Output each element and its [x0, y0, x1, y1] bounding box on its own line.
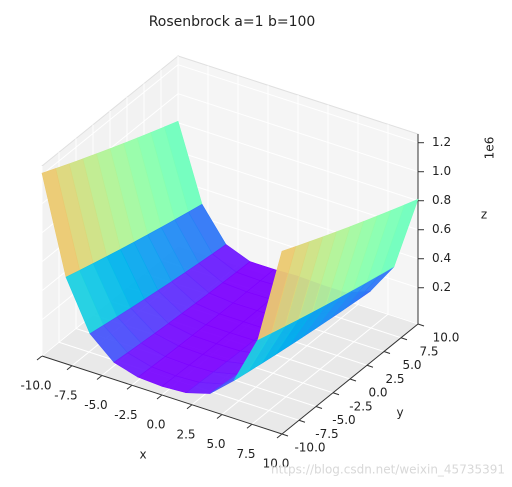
z-offset-label: 1e6	[483, 137, 497, 160]
y-axis-line	[281, 323, 419, 435]
y-tick-label: 0.0	[368, 386, 387, 400]
z-grid-line	[177, 64, 419, 144]
y-tick-label: 7.5	[419, 344, 438, 358]
x-tick-label: -10.0	[20, 379, 51, 393]
y-tick-label: -10.0	[294, 441, 325, 455]
x-tick-mark	[96, 375, 103, 380]
watermark: https://blog.csdn.net/weixin_45735391	[271, 463, 505, 477]
y-tick-label: 5.0	[402, 358, 421, 372]
x-tick-label: 0.0	[146, 418, 165, 432]
y-tick-mark	[281, 433, 289, 437]
x-tick-mark	[156, 394, 163, 400]
z-axis-label: z	[481, 208, 487, 222]
y-tick-label: -2.5	[349, 399, 372, 413]
y-tick-mark	[298, 419, 306, 423]
x-tick-label: 5.0	[206, 437, 225, 451]
y-tick-label: 10.0	[433, 331, 460, 345]
z-grid-line	[177, 93, 419, 173]
plot: -10.0-7.5-5.0-2.50.02.55.07.510.0-10.0-7…	[20, 54, 460, 471]
x-tick-label: 10.0	[263, 457, 290, 471]
x-tick-label: 2.5	[176, 427, 195, 441]
z-tick-label: 0.4	[432, 251, 451, 265]
z-tick-label: 1.0	[432, 164, 451, 178]
x-tick-mark	[36, 355, 43, 361]
y-tick-label: -7.5	[315, 427, 338, 441]
x-tick-label: -7.5	[54, 388, 77, 402]
y-tick-mark	[315, 406, 323, 409]
z-tick-label: 0.6	[432, 222, 451, 236]
z-tick-label: 0.8	[432, 193, 451, 207]
y-tick-mark	[332, 392, 340, 396]
x-tick-mark	[276, 433, 283, 439]
surface-patch	[257, 246, 297, 341]
x-tick-mark	[246, 423, 253, 429]
z-grid-line	[41, 64, 179, 176]
y-tick-mark	[349, 378, 357, 382]
x-tick-mark	[66, 365, 73, 371]
y-tick-mark	[366, 364, 374, 368]
y-tick-mark	[417, 323, 425, 327]
y-tick-mark	[400, 337, 408, 341]
chart-title: Rosenbrock a=1 b=100	[149, 14, 316, 30]
x-tick-label: -2.5	[114, 408, 137, 422]
x-tick-label: 7.5	[236, 447, 255, 461]
z-tick-label: 1.2	[432, 135, 451, 149]
z-tick-label: 0.2	[432, 280, 451, 294]
y-tick-label: 2.5	[385, 372, 404, 386]
x-tick-mark	[186, 404, 193, 410]
y-tick-mark	[383, 351, 391, 354]
y-axis-label: y	[396, 406, 403, 420]
x-axis-label: x	[139, 448, 146, 462]
x-axis-line	[41, 355, 283, 435]
surface	[41, 120, 419, 394]
x-tick-label: -5.0	[84, 398, 107, 412]
x-tick-mark	[126, 384, 133, 390]
y-tick-label: -5.0	[332, 413, 355, 427]
x-tick-mark	[216, 414, 223, 419]
z-grid-line	[177, 122, 419, 202]
